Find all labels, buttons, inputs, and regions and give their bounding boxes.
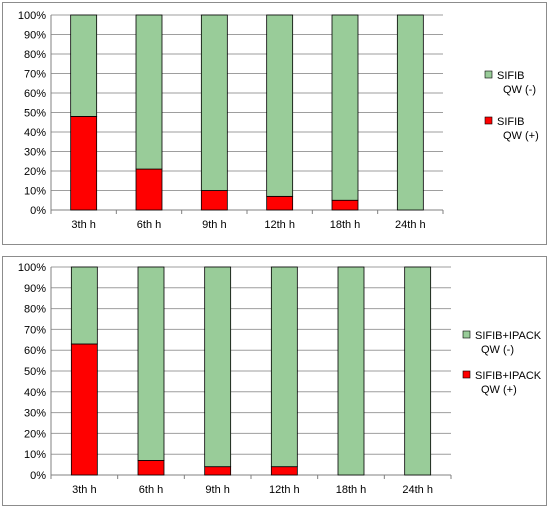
y-tick-label: 70%	[24, 69, 46, 81]
y-tick-label: 60%	[24, 345, 46, 357]
bar-segment-qw-plus	[266, 195, 294, 211]
y-tick-label: 40%	[24, 387, 46, 399]
y-tick-label: 100%	[18, 262, 46, 274]
x-tick-label: 18th h	[330, 219, 361, 231]
bar-segment-qw-plus	[204, 466, 232, 476]
bar-segment-qw-minus	[396, 14, 424, 211]
y-tick-label: 90%	[24, 283, 46, 295]
bar-segment-qw-minus	[204, 266, 232, 468]
bar-segment-qw-plus	[200, 190, 228, 211]
bar-segment-qw-minus	[70, 14, 98, 117]
legend-label: SIFIB	[497, 70, 525, 82]
chart-panel-sifib: 0% 10% 20% 30% 40% 50% 60% 70% 80% 90% 100% 3th h 6t…	[2, 2, 547, 245]
x-tick-label: 12th h	[264, 219, 295, 231]
legend-label: QW (+)	[481, 384, 517, 396]
bar-segment-qw-plus	[137, 460, 165, 476]
y-tick-label: 10%	[24, 449, 46, 461]
y-tick-label: 30%	[24, 408, 46, 420]
x-tick-label: 9th h	[205, 484, 229, 496]
y-tick-label: 100%	[18, 10, 46, 22]
legend-swatch	[484, 70, 493, 79]
y-tick-label: 20%	[24, 428, 46, 440]
y-tick-label: 30%	[24, 147, 46, 159]
bar-segment-qw-minus	[270, 266, 298, 468]
y-tick-label: 90%	[24, 30, 46, 42]
stacked-bar-chart-sifib-ipack: 0% 10% 20% 30% 40% 50% 60% 70% 80% 90% 100% 3th h 6t…	[18, 262, 542, 496]
y-tick-label: 40%	[24, 127, 46, 139]
stacked-bar-chart-sifib: 0% 10% 20% 30% 40% 50% 60% 70% 80% 90% 100% 3th h 6t…	[18, 10, 539, 231]
bar-segment-qw-plus	[135, 168, 163, 211]
legend-swatch	[462, 370, 471, 379]
x-tick-label: 6th h	[137, 219, 161, 231]
bar-segment-qw-minus	[70, 266, 98, 345]
bar-segment-qw-plus	[270, 466, 298, 476]
x-tick-label: 24th h	[395, 219, 426, 231]
bar-segment-qw-minus	[331, 14, 359, 201]
y-tick-label: 0%	[30, 205, 46, 217]
x-tick-label: 9th h	[202, 219, 226, 231]
legend-label: SIFIB+IPACK	[475, 330, 542, 342]
x-tick-label: 24th h	[402, 484, 433, 496]
legend-label: QW (+)	[503, 130, 539, 142]
y-tick-label: 50%	[24, 108, 46, 120]
x-tick-label: 6th h	[139, 484, 163, 496]
x-tick-label: 3th h	[71, 219, 95, 231]
y-tick-label: 70%	[24, 324, 46, 336]
y-tick-label: 80%	[24, 304, 46, 316]
y-tick-label: 60%	[24, 88, 46, 100]
bar-segment-qw-plus	[70, 343, 98, 476]
legend-swatch	[462, 330, 471, 339]
legend-label: QW (-)	[481, 344, 514, 356]
bar-segment-qw-minus	[135, 14, 163, 170]
bar-segment-qw-minus	[200, 14, 228, 191]
legend-label: SIFIB+IPACK	[475, 370, 542, 382]
legend-label: SIFIB	[497, 116, 525, 128]
bar-segment-qw-minus	[404, 266, 432, 476]
bar-segment-qw-minus	[337, 266, 365, 476]
x-tick-label: 12th h	[269, 484, 300, 496]
y-tick-label: 0%	[30, 470, 46, 482]
bar-segment-qw-plus	[70, 116, 98, 211]
x-tick-label: 3th h	[72, 484, 96, 496]
legend-swatch	[484, 116, 493, 125]
legend-label: QW (-)	[503, 84, 536, 96]
bar-segment-qw-minus	[137, 266, 165, 461]
y-tick-label: 20%	[24, 166, 46, 178]
chart-panel-sifib-ipack: 0% 10% 20% 30% 40% 50% 60% 70% 80% 90% 100% 3th h 6t…	[2, 256, 547, 506]
bar-segment-qw-plus	[331, 199, 359, 211]
y-tick-label: 50%	[24, 366, 46, 378]
x-tick-label: 18th h	[336, 484, 367, 496]
bar-segment-qw-minus	[266, 14, 294, 197]
y-tick-label: 80%	[24, 49, 46, 61]
y-tick-label: 10%	[24, 186, 46, 198]
